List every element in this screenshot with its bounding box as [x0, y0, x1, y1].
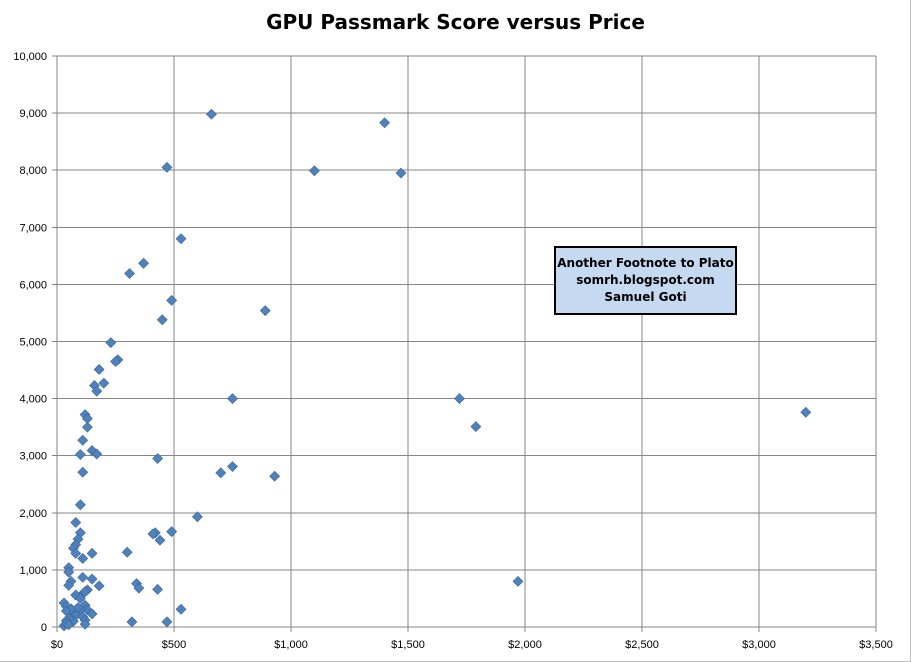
data-point [126, 616, 138, 628]
y-tick-label: 1,000 [19, 565, 47, 577]
data-point [395, 167, 407, 179]
data-point [161, 161, 173, 173]
data-point [156, 314, 168, 326]
x-tick-label: $2,000 [508, 639, 542, 651]
annotation-line-2: somrh.blogspot.com [576, 273, 715, 287]
annotation-box: Another Footnote to Plato somrh.blogspot… [554, 246, 737, 315]
data-point [81, 421, 93, 433]
annotation-line-1: Another Footnote to Plato [557, 256, 734, 270]
x-tick-label: $500 [162, 639, 186, 651]
data-point [800, 406, 812, 418]
data-point [175, 233, 187, 245]
data-point [74, 449, 86, 460]
data-point [215, 467, 227, 479]
data-point [152, 583, 164, 595]
data-point [259, 305, 271, 317]
data-point [161, 616, 173, 628]
data-point [91, 448, 103, 460]
y-tick-label: 0 [41, 622, 47, 634]
data-point [110, 356, 121, 367]
data-point [63, 579, 75, 591]
y-tick-label: 7,000 [19, 222, 47, 234]
data-point [79, 618, 91, 630]
x-tick-label: $1,500 [391, 639, 425, 651]
data-point [227, 461, 238, 472]
data-point [470, 421, 482, 433]
x-tick-label: $3,500 [859, 639, 893, 651]
data-point [308, 165, 320, 177]
data-point [191, 511, 203, 523]
data-point [77, 434, 89, 446]
data-point [77, 553, 89, 564]
data-point [147, 528, 159, 540]
y-tick-label: 2,000 [19, 508, 47, 520]
data-point [77, 466, 89, 478]
data-point [86, 608, 98, 620]
data-point [72, 602, 84, 614]
data-point [74, 499, 86, 511]
x-tick-label: $2,500 [625, 639, 659, 651]
data-point [63, 566, 75, 578]
chart-title: GPU Passmark Score versus Price [266, 10, 645, 34]
data-point [227, 393, 238, 405]
data-point [379, 117, 391, 129]
data-point [70, 547, 82, 559]
data-point [98, 377, 110, 389]
data-point [74, 593, 86, 604]
data-point [152, 453, 164, 464]
x-tick-label: $1,000 [274, 639, 308, 651]
data-point [63, 619, 75, 631]
x-tick-label: $3,000 [742, 639, 776, 651]
data-point [138, 257, 150, 269]
y-tick-label: 9,000 [19, 108, 47, 120]
annotation-line-3: Samuel Goti [604, 290, 687, 304]
data-point [105, 337, 117, 349]
data-point [154, 534, 166, 546]
data-point [133, 582, 145, 594]
y-tick-label: 4,000 [19, 394, 47, 406]
data-point [93, 580, 105, 592]
data-point [86, 547, 98, 559]
data-point [124, 268, 135, 279]
x-tick-label: $0 [51, 639, 63, 651]
data-point [91, 385, 103, 397]
data-point [269, 470, 281, 482]
y-tick-label: 5,000 [19, 337, 47, 349]
data-point [86, 573, 98, 585]
data-point [454, 393, 465, 405]
y-tick-label: 3,000 [19, 451, 47, 463]
data-point [93, 364, 105, 375]
y-tick-label: 6,000 [19, 279, 47, 291]
data-point [512, 575, 524, 587]
data-point [79, 586, 91, 598]
data-point [166, 294, 178, 306]
data-point [70, 517, 82, 528]
data-point [121, 546, 133, 558]
y-tick-label: 10,000 [13, 51, 47, 63]
data-point [166, 526, 178, 538]
data-point [77, 571, 89, 583]
y-tick-label: 8,000 [19, 165, 47, 177]
data-point [206, 108, 217, 120]
data-point [175, 603, 187, 615]
